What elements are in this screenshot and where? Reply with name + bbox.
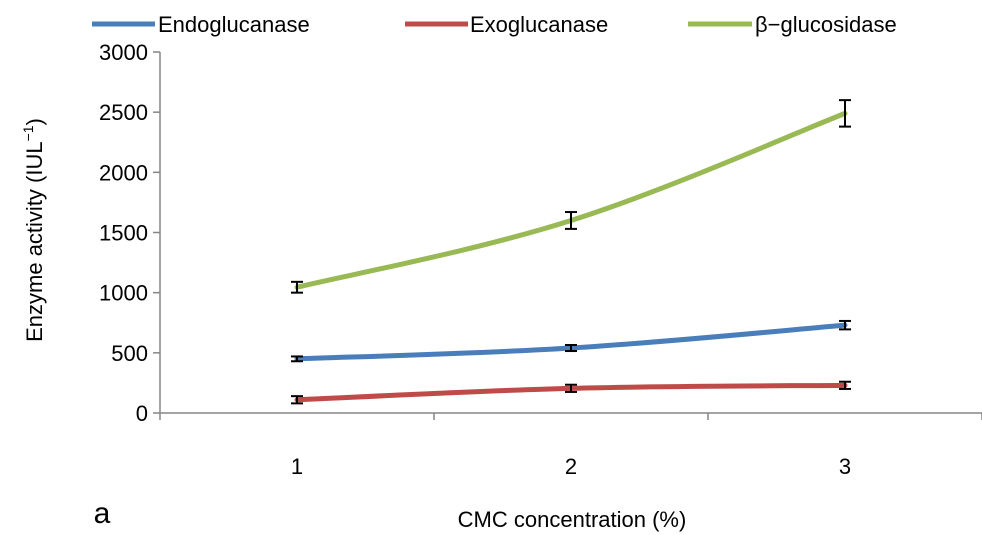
legend-item: Exoglucanase <box>405 12 608 37</box>
x-tick-label: 2 <box>565 454 577 479</box>
y-axis-title: Enzyme activity (IUL−1) <box>20 118 47 342</box>
x-axis: 1 2 3 <box>159 412 982 479</box>
y-tick-label: 2000 <box>99 160 148 185</box>
y-axis-title-close: ) <box>22 118 47 125</box>
panel-label: a <box>94 497 111 530</box>
error-bar <box>291 395 303 405</box>
y-tick-label: 2500 <box>99 100 148 125</box>
legend-item: Endoglucanase <box>92 12 310 37</box>
error-bar <box>839 319 851 331</box>
series-line <box>294 110 848 290</box>
error-bar <box>291 355 303 363</box>
y-tick-label: 0 <box>136 401 148 426</box>
series-1 <box>291 380 851 405</box>
series-2 <box>291 99 851 294</box>
x-tick-label: 1 <box>291 454 303 479</box>
legend-label: Endoglucanase <box>158 12 310 37</box>
x-tick-label: 3 <box>839 454 851 479</box>
series-layer <box>291 99 851 405</box>
legend-item: β−glucosidase <box>688 12 897 37</box>
legend-label: Exoglucanase <box>470 12 608 37</box>
y-tick-label: 500 <box>111 341 148 366</box>
error-bar <box>291 280 303 294</box>
y-tick-label: 1000 <box>99 281 148 306</box>
y-axis-title-sup: −1 <box>20 125 36 141</box>
error-bar <box>839 99 851 128</box>
series-line <box>294 322 848 362</box>
error-bar <box>565 383 577 393</box>
legend: Endoglucanase Exoglucanase β−glucosidase <box>92 12 897 37</box>
error-bar <box>565 211 577 230</box>
error-bar <box>565 344 577 353</box>
error-bar <box>839 380 851 390</box>
y-tick-label: 3000 <box>99 40 148 65</box>
legend-label: β−glucosidase <box>755 12 897 37</box>
series-0 <box>291 319 851 363</box>
y-axis-title-main: Enzyme activity (IUL <box>22 141 47 342</box>
x-axis-title: CMC concentration (%) <box>458 507 687 532</box>
y-tick-label: 1500 <box>99 221 148 246</box>
y-axis: 0 500 1000 1500 2000 2500 3000 <box>99 40 161 426</box>
